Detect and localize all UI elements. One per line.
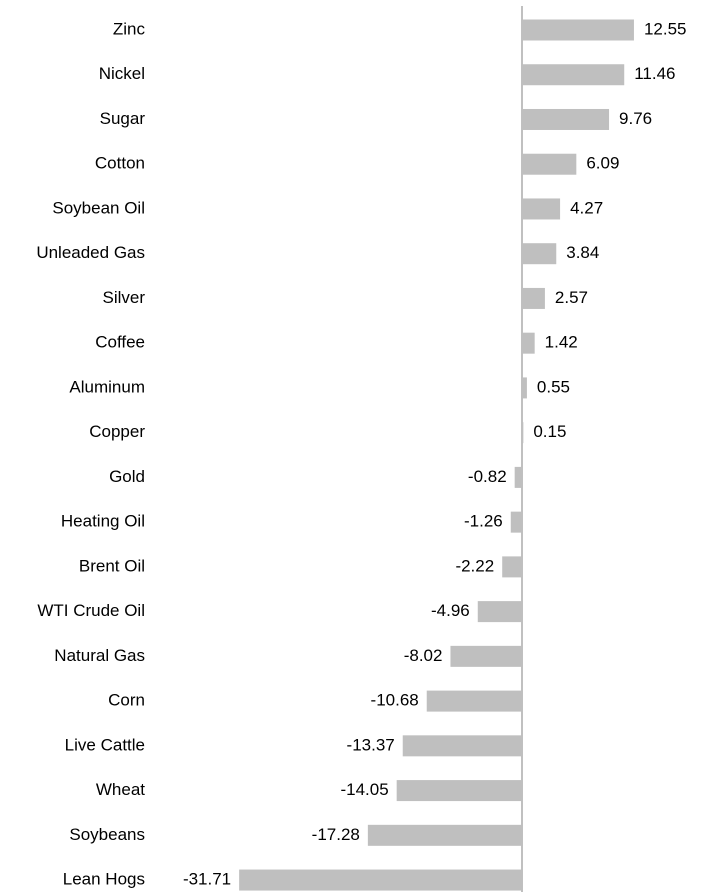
value-label: 0.55 <box>537 377 570 396</box>
category-label: Natural Gas <box>54 646 145 665</box>
category-label: Brent Oil <box>79 556 145 575</box>
category-label: Corn <box>108 691 145 710</box>
category-label: Aluminum <box>69 377 145 396</box>
bar <box>522 422 524 444</box>
bar <box>477 601 522 623</box>
value-label: -2.22 <box>455 556 494 575</box>
value-label: 3.84 <box>566 243 599 262</box>
value-label: 2.57 <box>555 288 588 307</box>
bar <box>450 645 522 667</box>
category-label: Copper <box>89 422 145 441</box>
bar <box>522 64 625 86</box>
value-label: 0.15 <box>533 422 566 441</box>
value-label: 9.76 <box>619 109 652 128</box>
value-label: -13.37 <box>347 735 395 754</box>
category-label: Live Cattle <box>65 735 145 754</box>
bar <box>426 690 522 712</box>
bar <box>522 198 561 220</box>
bar <box>367 824 522 846</box>
category-label: Gold <box>109 467 145 486</box>
category-label: Heating Oil <box>61 512 145 531</box>
value-label: -0.82 <box>468 467 507 486</box>
value-label: -1.26 <box>464 512 503 531</box>
value-label: -8.02 <box>404 646 443 665</box>
category-label: Coffee <box>95 333 145 352</box>
category-label: Wheat <box>96 780 145 799</box>
category-label: Sugar <box>100 109 146 128</box>
bar <box>514 466 522 488</box>
bar <box>522 153 577 175</box>
category-label: Zinc <box>113 19 146 38</box>
bar <box>510 511 522 533</box>
value-label: 11.46 <box>634 64 675 83</box>
value-label: -31.71 <box>183 870 231 889</box>
value-label: -4.96 <box>431 601 470 620</box>
bar <box>522 108 610 130</box>
value-label: 1.42 <box>545 333 578 352</box>
value-label: -14.05 <box>340 780 388 799</box>
bar <box>396 780 522 802</box>
value-label: -17.28 <box>312 825 360 844</box>
value-label: 6.09 <box>586 154 619 173</box>
category-label: Silver <box>102 288 145 307</box>
bar <box>522 243 557 265</box>
category-label: Nickel <box>99 64 145 83</box>
bar <box>522 19 634 41</box>
category-label: WTI Crude Oil <box>37 601 145 620</box>
category-label: Soybean Oil <box>52 198 145 217</box>
category-label: Soybeans <box>69 825 145 844</box>
value-label: -10.68 <box>371 691 419 710</box>
bar <box>522 377 527 399</box>
bar <box>502 556 522 578</box>
bar <box>522 287 545 309</box>
value-label: 12.55 <box>644 19 687 38</box>
value-label: 4.27 <box>570 198 603 217</box>
category-label: Lean Hogs <box>63 870 145 889</box>
category-label: Cotton <box>95 154 145 173</box>
bar <box>239 869 523 891</box>
bar <box>522 332 535 354</box>
bar <box>402 735 522 757</box>
category-label: Unleaded Gas <box>36 243 145 262</box>
